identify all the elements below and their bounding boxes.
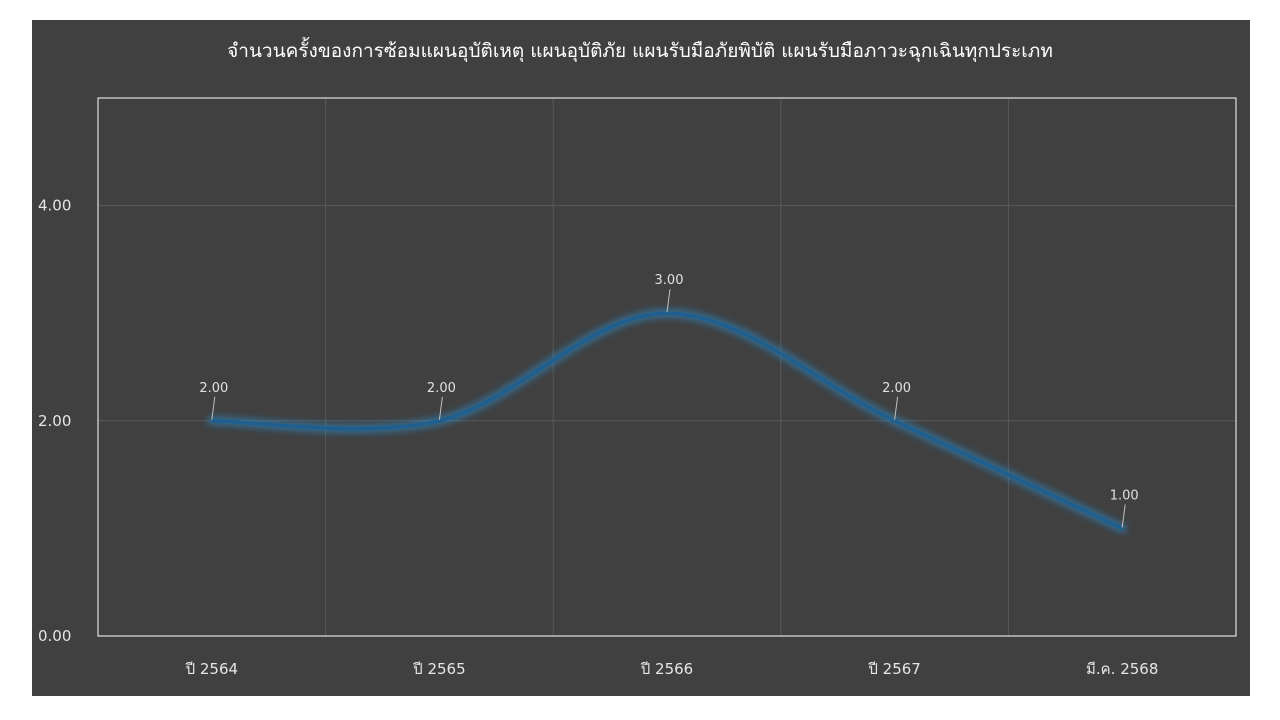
data-label: 2.00	[882, 381, 911, 396]
y-tick-label: 4.00	[38, 197, 71, 215]
x-tick-label: ปี 2565	[412, 660, 465, 678]
data-label: 2.00	[199, 381, 228, 396]
data-label: 1.00	[1110, 488, 1139, 503]
axis-labels: 0.00 2.00 4.00 ปี 2564 ปี 2565 ปี 2566 ปี 2567…	[38, 197, 1158, 678]
chart-title: จำนวนครั้งของการซ้อมแผนอุบัติเหตุ แผนอุบ…	[227, 37, 1053, 63]
series-layer	[207, 308, 1127, 533]
chart-panel	[32, 20, 1250, 696]
data-labels: 2.00 2.00 3.00 2.00 1.00	[199, 273, 1139, 528]
data-label: 3.00	[655, 273, 684, 288]
grid-lines	[98, 98, 1236, 636]
data-label-leader	[666, 289, 671, 313]
x-tick-label: ปี 2566	[640, 660, 693, 678]
data-label-leader	[211, 396, 216, 420]
x-tick-label: ปี 2567	[867, 660, 920, 678]
data-label-leader	[894, 396, 899, 420]
y-tick-label: 2.00	[38, 412, 71, 430]
plot-area-border	[97, 97, 1237, 637]
data-label-leader	[1121, 504, 1126, 528]
data-label: 2.00	[427, 381, 456, 396]
x-tick-label: มี.ค. 2568	[1086, 660, 1158, 678]
series-line	[210, 311, 1124, 531]
data-label-leader	[438, 396, 443, 420]
x-tick-label: ปี 2564	[185, 660, 238, 678]
y-tick-label: 0.00	[38, 627, 71, 645]
